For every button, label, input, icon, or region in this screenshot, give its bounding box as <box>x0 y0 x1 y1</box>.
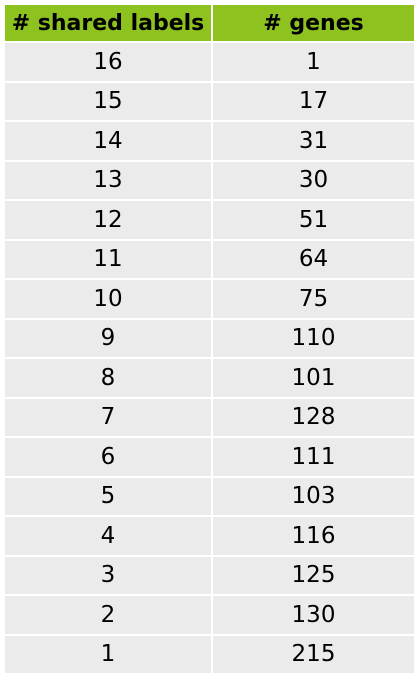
table-row: 1 215 <box>5 635 414 673</box>
cell-genes: 116 <box>213 517 414 555</box>
cell-shared-labels: 5 <box>5 477 211 515</box>
table-row: 8 101 <box>5 359 414 397</box>
cell-shared-labels: 2 <box>5 596 211 634</box>
table-row: 6 111 <box>5 438 414 476</box>
cell-genes: 101 <box>213 359 414 397</box>
cell-genes: 103 <box>213 477 414 515</box>
table-row: 5 103 <box>5 477 414 515</box>
cell-shared-labels: 16 <box>5 43 211 81</box>
cell-shared-labels: 6 <box>5 438 211 476</box>
cell-genes: 64 <box>213 240 414 278</box>
cell-shared-labels: 1 <box>5 635 211 673</box>
cell-shared-labels: 8 <box>5 359 211 397</box>
cell-shared-labels: 9 <box>5 319 211 357</box>
table-row: 11 64 <box>5 240 414 278</box>
table-row: 14 31 <box>5 122 414 160</box>
cell-genes: 17 <box>213 82 414 120</box>
cell-genes: 125 <box>213 556 414 594</box>
cell-shared-labels: 4 <box>5 517 211 555</box>
cell-shared-labels: 3 <box>5 556 211 594</box>
table-row: 10 75 <box>5 280 414 318</box>
table-row: 9 110 <box>5 319 414 357</box>
shared-labels-table: # shared labels # genes 16 1 15 17 14 31 13 30 1… <box>3 3 416 675</box>
cell-shared-labels: 12 <box>5 201 211 239</box>
cell-shared-labels: 15 <box>5 82 211 120</box>
table-row: 3 125 <box>5 556 414 594</box>
cell-genes: 1 <box>213 43 414 81</box>
table-row: 12 51 <box>5 201 414 239</box>
cell-shared-labels: 10 <box>5 280 211 318</box>
table-row: 16 1 <box>5 43 414 81</box>
table-row: 13 30 <box>5 161 414 199</box>
cell-genes: 31 <box>213 122 414 160</box>
header-row: # shared labels # genes <box>5 5 414 41</box>
cell-shared-labels: 11 <box>5 240 211 278</box>
column-header-genes: # genes <box>213 5 414 41</box>
table-container: # shared labels # genes 16 1 15 17 14 31 13 30 1… <box>3 3 414 675</box>
cell-genes: 75 <box>213 280 414 318</box>
cell-genes: 30 <box>213 161 414 199</box>
table-row: 7 128 <box>5 398 414 436</box>
cell-shared-labels: 14 <box>5 122 211 160</box>
cell-genes: 51 <box>213 201 414 239</box>
table-body: 16 1 15 17 14 31 13 30 12 51 11 64 10 75 9 110 8 101 7 128 6… <box>5 43 414 673</box>
cell-genes: 215 <box>213 635 414 673</box>
table-row: 15 17 <box>5 82 414 120</box>
cell-genes: 110 <box>213 319 414 357</box>
table-row: 2 130 <box>5 596 414 634</box>
cell-shared-labels: 7 <box>5 398 211 436</box>
column-header-shared-labels: # shared labels <box>5 5 211 41</box>
cell-genes: 111 <box>213 438 414 476</box>
table-row: 4 116 <box>5 517 414 555</box>
cell-genes: 130 <box>213 596 414 634</box>
cell-shared-labels: 13 <box>5 161 211 199</box>
cell-genes: 128 <box>213 398 414 436</box>
